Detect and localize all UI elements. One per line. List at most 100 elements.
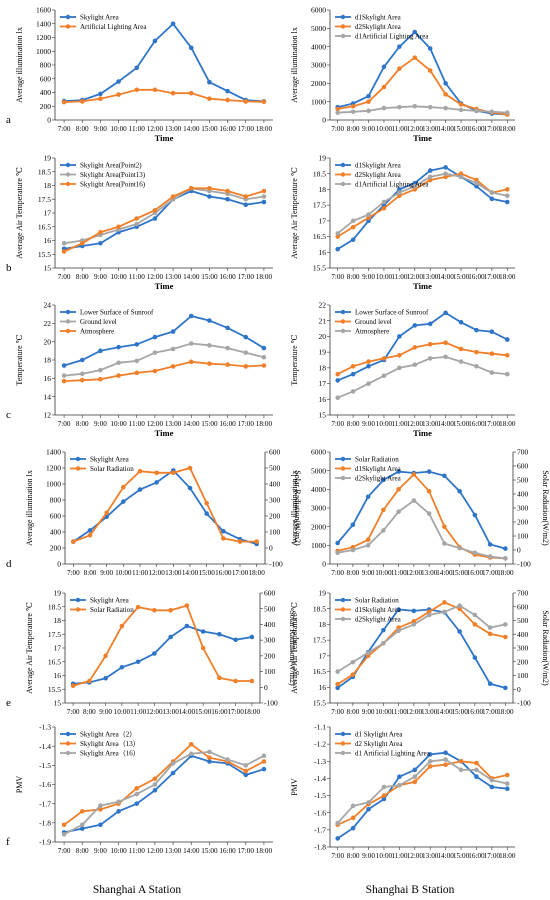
data-point [397,365,402,371]
x-axis-title: Time [413,133,432,143]
x-tick-label: 16:00 [468,852,485,860]
data-point [221,536,226,541]
data-point [504,772,510,778]
data-point [411,472,417,477]
y-tick-label: 17.5 [313,201,326,210]
x-tick-label: 14:00 [183,273,200,281]
y-tick-label: 15.5 [48,685,61,694]
data-point [116,799,121,805]
y-axis-title: Average illumination lx [25,470,34,546]
x-tick-label: 14:00 [183,847,200,855]
data-point [207,755,212,760]
x-tick-label: 8:00 [76,847,89,855]
legend-label: d1Artificial Lighting Area [355,33,429,41]
data-point [366,800,371,805]
x-tick-label: 12:00 [407,852,424,860]
x-tick-label: 13:00 [165,125,182,133]
data-point [335,231,341,236]
data-point [366,215,371,221]
data-point [487,625,493,630]
data-point [487,554,493,559]
y2-tick-label: 200 [517,518,529,527]
y-axis-title: Average Air Temperature ℃ [290,602,299,694]
x-tick-label: 9:00 [94,847,107,855]
data-point [137,487,143,492]
x-tick-label: 18:00 [499,125,516,133]
y-tick-label: 1000 [46,480,61,489]
x-tick-label: 15:00 [201,125,218,133]
legend-marker [340,616,346,622]
legend-marker [340,319,346,324]
data-point [170,770,176,776]
y2-tick-label: 600 [517,462,529,471]
data-point [504,781,510,786]
data-point [443,354,448,360]
data-point [426,511,432,516]
data-point [116,79,121,84]
series-line [337,355,508,399]
y-axis-title: Temperature ℃ [15,334,24,385]
y-tick-label: 14 [44,392,52,401]
data-point [426,488,432,494]
data-point [98,376,103,382]
data-point [104,510,109,516]
y-tick-label: 16.5 [313,232,326,241]
x-tick-label: 14:00 [437,420,454,428]
x-tick-label: 13:00 [162,708,179,716]
data-point [458,102,464,107]
y-tick-label: 16 [44,374,52,383]
y-tick-label: 4000 [311,485,326,494]
data-point [243,763,249,768]
y2-tick-label: 0 [269,544,273,553]
data-point [397,66,402,71]
legend-label: Skylight Area [90,456,130,464]
series-line [64,360,264,382]
legend-label: Atmosphere [355,328,389,336]
data-point [98,822,103,828]
y2-tick-label: 200 [517,657,529,666]
y2-tick-label: 500 [264,604,276,613]
data-point [350,389,356,394]
y-tick-label: 1000 [311,97,326,106]
data-point [207,361,212,366]
data-point [350,815,356,821]
y-tick-label: 1000 [311,541,326,550]
legend-label: Solar Radiation [90,606,134,614]
y-tick-label: 400 [40,88,52,97]
data-point [335,540,340,546]
data-point [261,99,267,105]
data-point [443,81,448,86]
x-tick-label: 17:00 [227,708,244,716]
data-point [134,216,140,221]
data-point [365,494,371,500]
y-tick-label: 0 [322,116,326,125]
y-tick-label: 18 [44,181,52,190]
data-point [397,187,402,192]
data-point [170,364,176,369]
data-point [350,825,356,831]
y-tick-label: 16 [319,248,327,257]
data-point [396,625,401,630]
data-point [116,344,121,350]
series-line [337,499,506,560]
data-point [381,528,386,533]
y2-axis-title: Solar Radiation(W/m2) [288,610,297,686]
y-tick-label: 18.5 [313,604,326,613]
x-tick-label: 11:00 [391,708,408,716]
data-point [412,362,418,368]
data-point [366,108,371,114]
legend-marker [340,741,346,746]
data-point [168,607,173,613]
legend-label: Solar Radiation [90,465,134,473]
data-point [474,108,479,114]
x-tick-label: 9:00 [362,273,375,281]
data-point [200,645,206,651]
data-point [443,762,448,768]
data-point [427,321,433,327]
data-point [381,356,387,361]
data-point [396,487,401,492]
data-point [472,612,478,618]
panel-label: e [6,697,11,709]
data-point [61,378,67,384]
y2-tick-label: 300 [264,636,276,645]
